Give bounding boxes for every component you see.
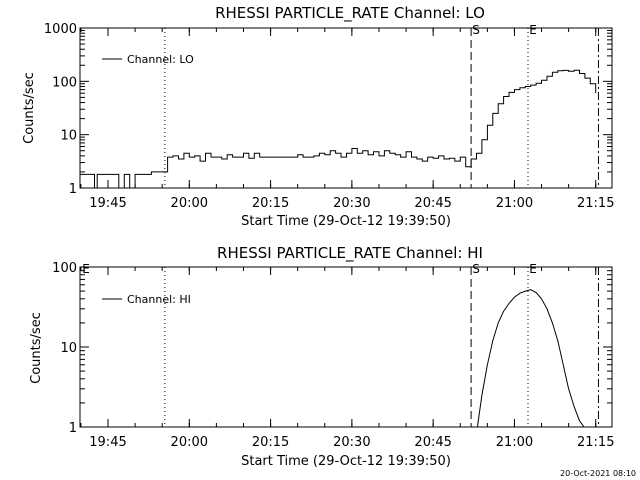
y-ticks: 1 10 100 1000: [44, 22, 612, 197]
legend-label: Channel: LO: [127, 53, 194, 66]
x-ticks: 19:45 20:00 20:15 20:30 20:45 21:00 21:15: [80, 28, 614, 211]
x-tick-label: 20:15: [252, 196, 289, 211]
event-marker-label: S: [472, 23, 480, 37]
y-tick-label: 1: [69, 182, 77, 197]
x-tick-label: 21:15: [577, 196, 614, 211]
x-tick-label: 21:15: [577, 435, 614, 450]
y-tick-label: 10: [60, 341, 77, 356]
footer-timestamp: 20-Oct-2021 08:10: [560, 469, 636, 478]
legend: Channel: HI: [102, 293, 191, 306]
y-ticks: 1 10 100: [52, 261, 612, 436]
lo-channel-panel: RHESSI PARTICLE_RATE Channel: LO Counts/…: [22, 4, 614, 229]
x-axis-label: Start Time (29-Oct-12 19:39:50): [241, 214, 451, 229]
y-tick-label: 10: [60, 129, 77, 144]
x-tick-label: 20:30: [333, 196, 370, 211]
x-axis-label: Start Time (29-Oct-12 19:39:50): [241, 454, 451, 469]
y-tick-label: 100: [52, 75, 77, 90]
x-tick-label: 20:45: [414, 435, 451, 450]
y-axis-label: Counts/sec: [29, 312, 44, 384]
legend: Channel: LO: [102, 53, 194, 66]
x-tick-label: 21:00: [496, 196, 533, 211]
event-marker-label: S: [472, 262, 480, 276]
x-tick-label: 21:00: [496, 435, 533, 450]
series-group: [80, 69, 597, 189]
x-tick-label: 19:45: [89, 196, 126, 211]
x-ticks: 19:45 20:00 20:15 20:30 20:45 21:00 21:15: [80, 267, 614, 450]
x-tick-label: 20:00: [171, 196, 208, 211]
x-tick-label: 20:00: [171, 435, 208, 450]
y-tick-label: 1000: [44, 22, 77, 37]
x-tick-label: 19:45: [89, 435, 126, 450]
y-axis-label: Counts/sec: [22, 72, 37, 144]
plot-frame: [79, 27, 613, 189]
chart-title: RHESSI PARTICLE_RATE Channel: HI: [217, 244, 483, 263]
hi-channel-panel: RHESSI PARTICLE_RATE Channel: HI Counts/…: [29, 244, 614, 469]
x-tick-label: 20:30: [333, 435, 370, 450]
x-tick-label: 20:15: [252, 435, 289, 450]
series-line: [476, 289, 585, 428]
x-tick-label: 20:45: [414, 196, 451, 211]
y-tick-label: 1: [69, 421, 77, 436]
event-marker-label: E: [82, 262, 90, 276]
y-tick-label: 100: [52, 261, 77, 276]
series-group: [476, 289, 585, 428]
legend-label: Channel: HI: [127, 293, 191, 306]
chart-title: RHESSI PARTICLE_RATE Channel: LO: [215, 4, 485, 23]
event-marker-label: E: [529, 23, 537, 37]
series-line: [80, 69, 597, 189]
event-marker-label: E: [529, 262, 537, 276]
